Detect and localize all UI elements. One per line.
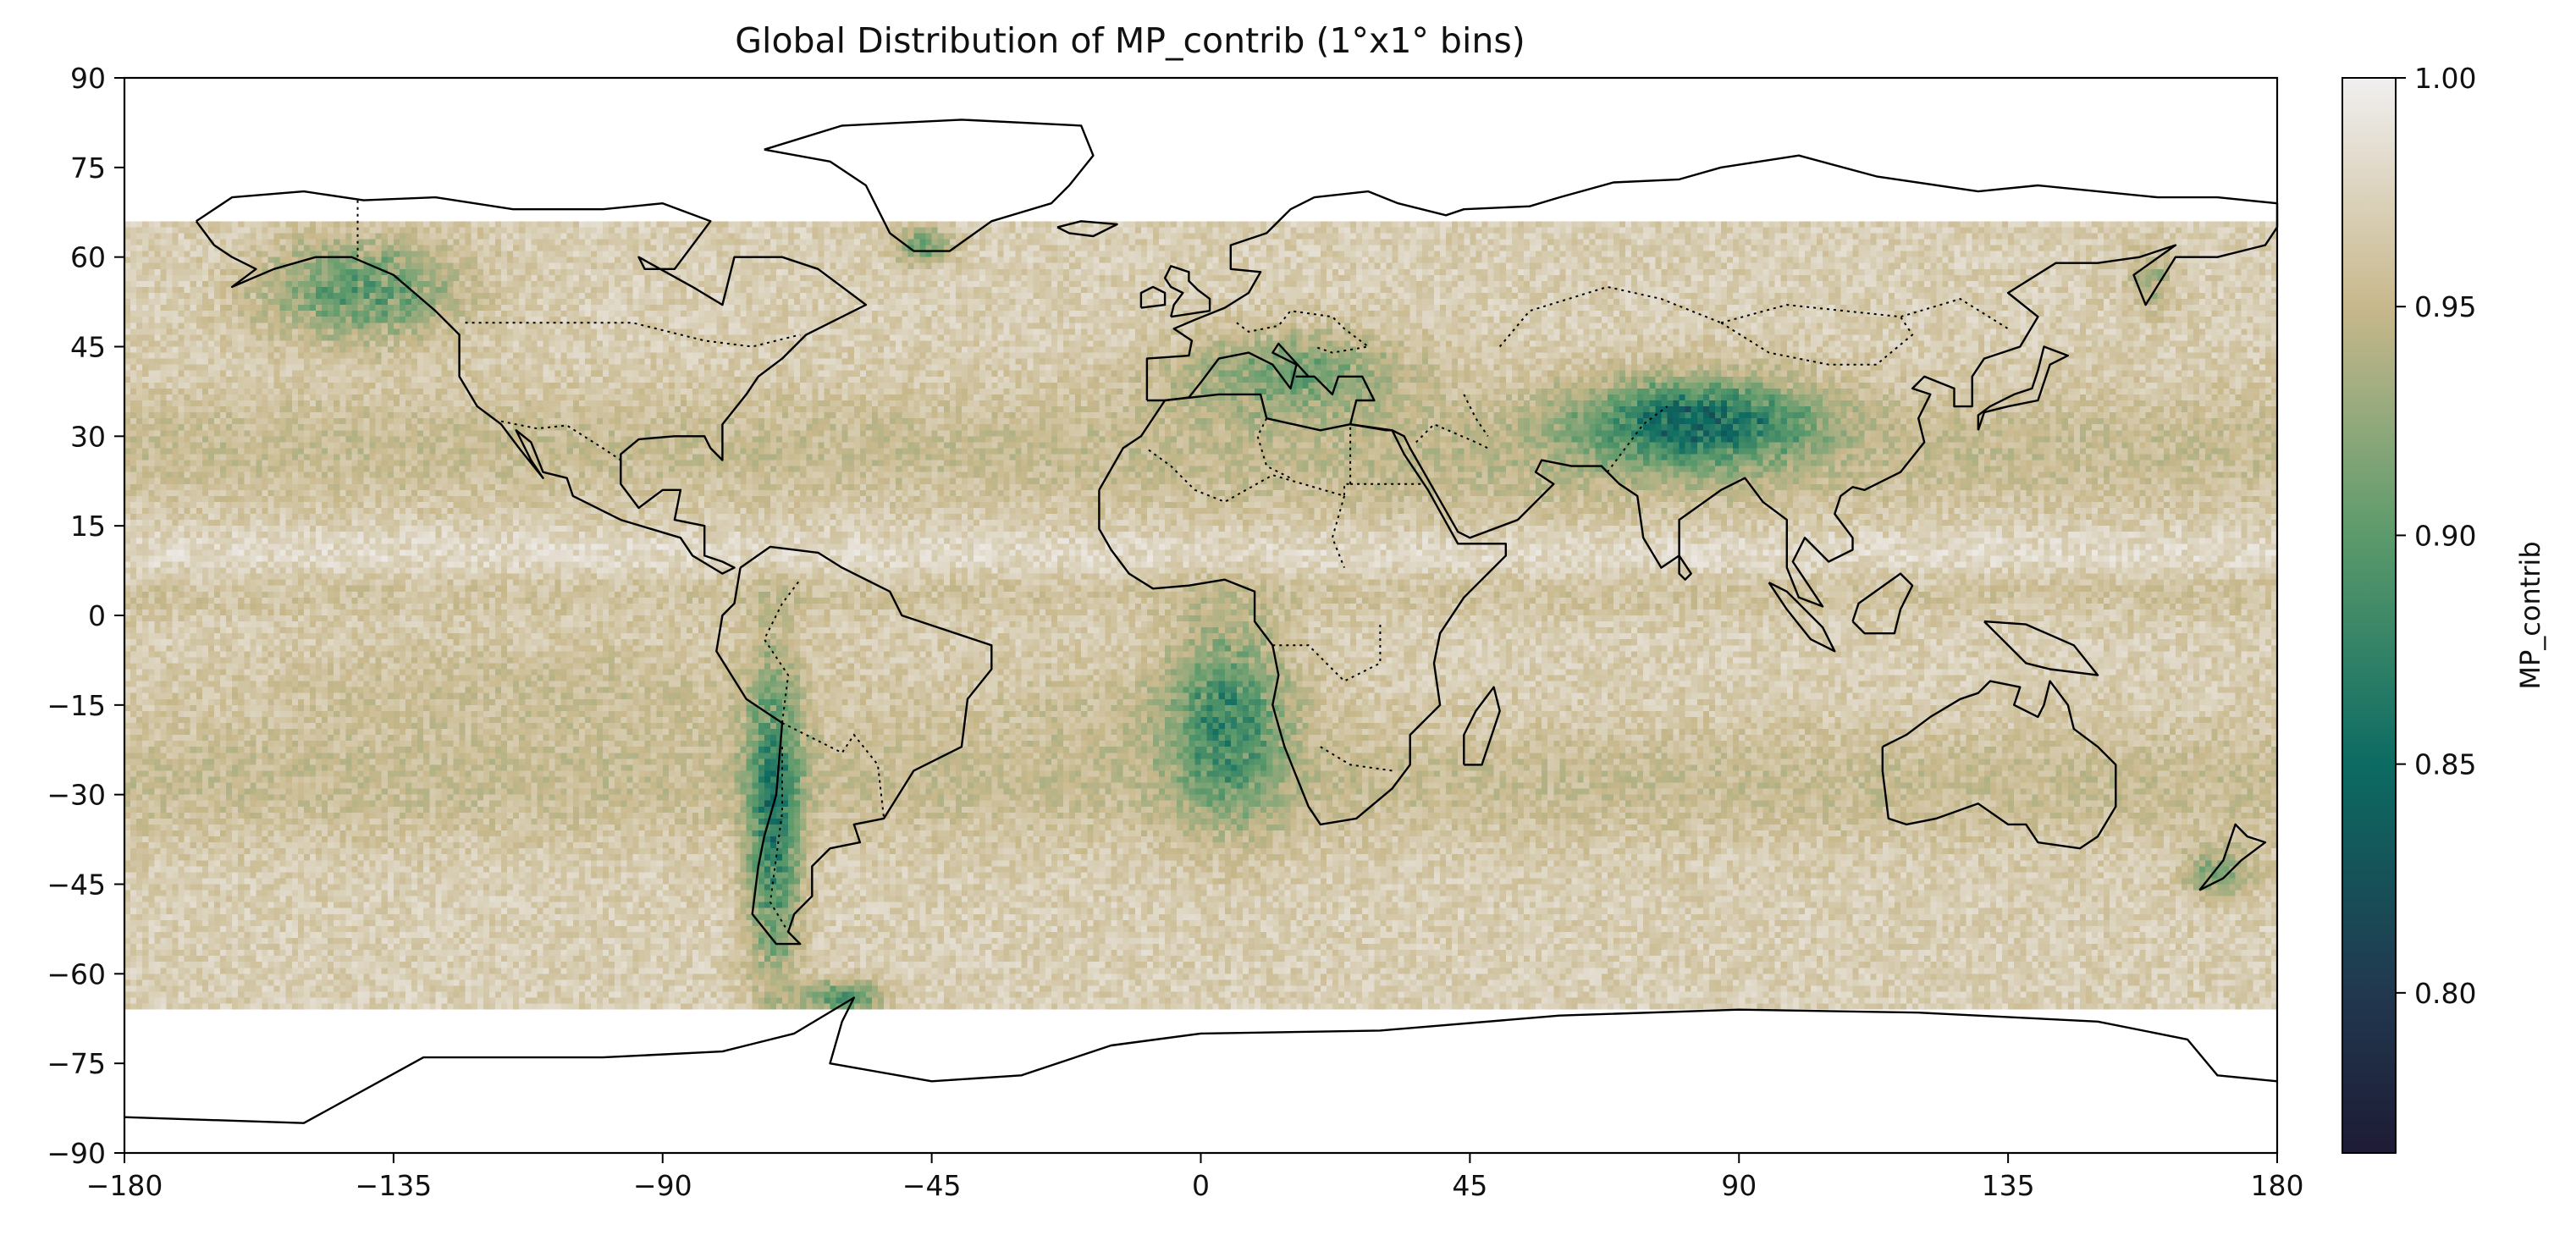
coastline-antarctica — [124, 996, 2278, 1124]
x-tick-label: 45 — [1452, 1169, 1487, 1202]
coastline-south-america — [715, 545, 993, 946]
coastline-madagascar — [1463, 686, 1501, 766]
coastline-new-guinea — [1983, 620, 2099, 676]
chart-title: Global Distribution of MP_contrib (1°x1°… — [735, 20, 1525, 61]
colorbar-tick-label: 0.95 — [2414, 290, 2476, 323]
coastline-australia — [1881, 680, 2117, 850]
colorbar-tick-label: 0.85 — [2414, 748, 2476, 781]
country-borders — [356, 200, 2009, 933]
colorbar-tick-label: 1.00 — [2414, 62, 2476, 95]
colorbar-tick-label: 0.80 — [2414, 977, 2476, 1010]
colorbar-tick-label: 0.90 — [2414, 519, 2476, 552]
y-tick-label: −15 — [47, 689, 106, 722]
coastline-sri-lanka — [1678, 554, 1692, 581]
y-tick-label: 60 — [70, 241, 106, 274]
y-tick-label: −75 — [47, 1047, 106, 1080]
border-south-am-1 — [781, 722, 885, 819]
y-tick-label: 45 — [70, 331, 106, 364]
x-tick-label: 0 — [1192, 1169, 1210, 1202]
coastline-britain — [1163, 265, 1211, 318]
border-sa-north — [1320, 746, 1393, 772]
colorbar-ticks: 0.80 0.85 0.90 0.95 1.00 — [2396, 62, 2476, 1010]
y-tick-label: −45 — [47, 869, 106, 902]
y-tick-label: 90 — [70, 62, 106, 95]
colorbar: 0.80 0.85 0.90 0.95 1.00 MP_contrib — [2342, 62, 2546, 1154]
x-tick-label: −180 — [86, 1169, 163, 1202]
x-tick-label: 135 — [1982, 1169, 2035, 1202]
border-kazakh — [1498, 285, 1722, 348]
border-us-canada-49 — [465, 322, 801, 348]
x-axis: −180 −135 −90 −45 0 45 90 135 180 — [86, 1153, 2304, 1202]
y-tick-label: 0 — [88, 599, 106, 632]
x-tick-label: −90 — [633, 1169, 692, 1202]
border-europe — [1236, 310, 1371, 354]
x-tick-label: 180 — [2251, 1169, 2304, 1202]
coastline-new-zealand — [2198, 823, 2267, 891]
coastline-iceland — [1056, 220, 1118, 238]
y-tick-label: 30 — [70, 420, 106, 453]
border-sahara-2 — [1256, 417, 1291, 479]
border-chad-sudan — [1331, 495, 1345, 568]
border-iran-iraq — [1463, 394, 1489, 437]
coastlines — [124, 119, 2279, 1124]
border-india-pak — [1606, 405, 1669, 473]
colorbar-bar — [2342, 77, 2397, 1154]
y-axis: 90 75 60 45 30 15 0 −15 −30 −45 −60 −75 −90 — [47, 62, 124, 1170]
x-tick-label: −45 — [902, 1169, 962, 1202]
coastline-borneo — [1851, 572, 1914, 635]
y-tick-label: 75 — [70, 152, 106, 185]
y-tick-label: −90 — [47, 1137, 106, 1170]
coastline-sumatra — [1768, 582, 1836, 653]
x-tick-label: 90 — [1721, 1169, 1757, 1202]
coastline-greenland — [764, 119, 1095, 252]
x-tick-label: −135 — [356, 1169, 433, 1202]
heatmap-image — [124, 78, 2277, 1153]
coastline-north-america — [195, 190, 868, 575]
map-area — [123, 76, 2279, 1155]
border-saudi — [1415, 423, 1489, 450]
y-tick-label: −30 — [47, 779, 106, 812]
y-tick-label: 15 — [70, 510, 106, 543]
coastline-ireland — [1139, 285, 1167, 309]
border-us-mexico — [500, 420, 621, 461]
coastline-japan — [1977, 345, 2069, 431]
colorbar-label: MP_contrib — [2514, 541, 2546, 689]
y-tick-label: −60 — [47, 957, 106, 990]
coastline-africa — [1098, 393, 1507, 826]
coastline-eurasia — [1145, 154, 2279, 608]
